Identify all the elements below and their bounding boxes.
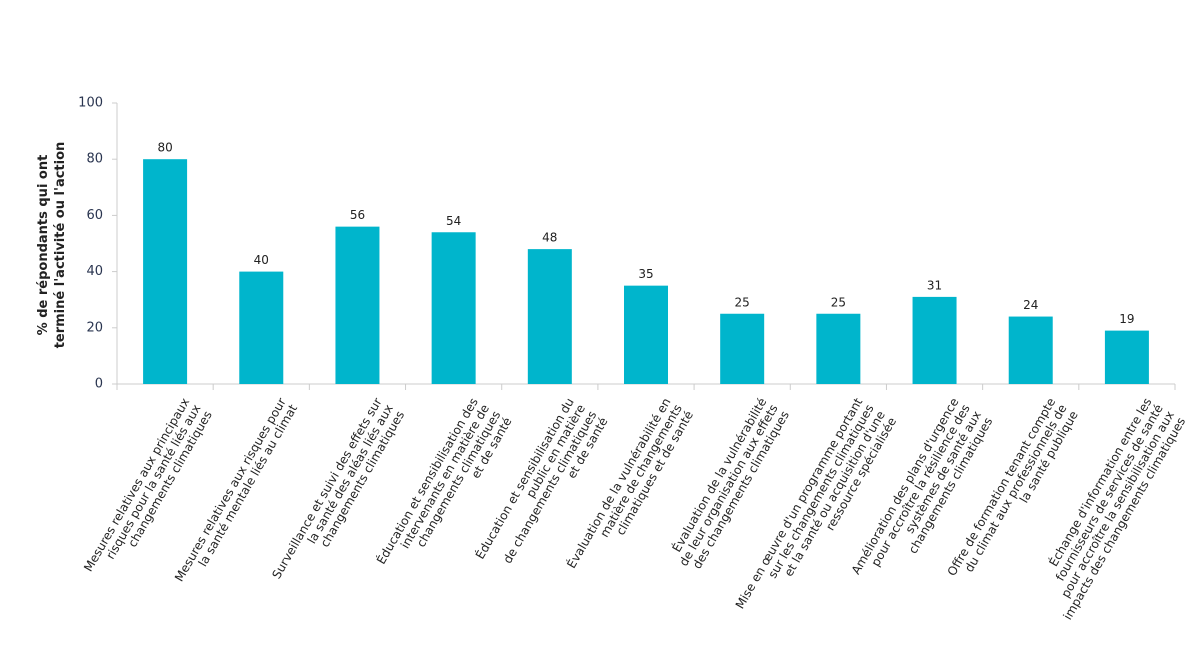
bar [720,313,765,384]
bar [239,271,284,384]
value-label: 56 [350,208,365,222]
bar [1008,316,1053,384]
y-axis-label: % de répondants qui ont terminé l'activi… [36,141,68,349]
bar [527,249,572,384]
value-label: 19 [1119,312,1134,326]
value-label: 35 [638,267,653,281]
bar [912,296,957,384]
y-tick-label: 0 [95,377,103,392]
y-tick-label: 40 [86,264,103,279]
value-label: 31 [927,278,942,292]
value-label: 48 [542,231,557,245]
value-label: 25 [831,295,846,309]
bar [1104,330,1149,384]
y-tick-label: 20 [86,320,103,335]
value-label: 25 [735,295,750,309]
bar [143,159,188,384]
y-tick-label: 80 [86,152,103,167]
bar [816,313,861,384]
value-label: 80 [157,141,172,155]
y-tick-label: 100 [78,96,103,111]
y-tick-label: 60 [86,208,103,223]
value-label: 54 [446,214,461,228]
bar [335,226,380,384]
bar [431,232,476,384]
bar [624,285,668,384]
value-label: 24 [1023,298,1038,312]
value-label: 40 [254,253,269,267]
